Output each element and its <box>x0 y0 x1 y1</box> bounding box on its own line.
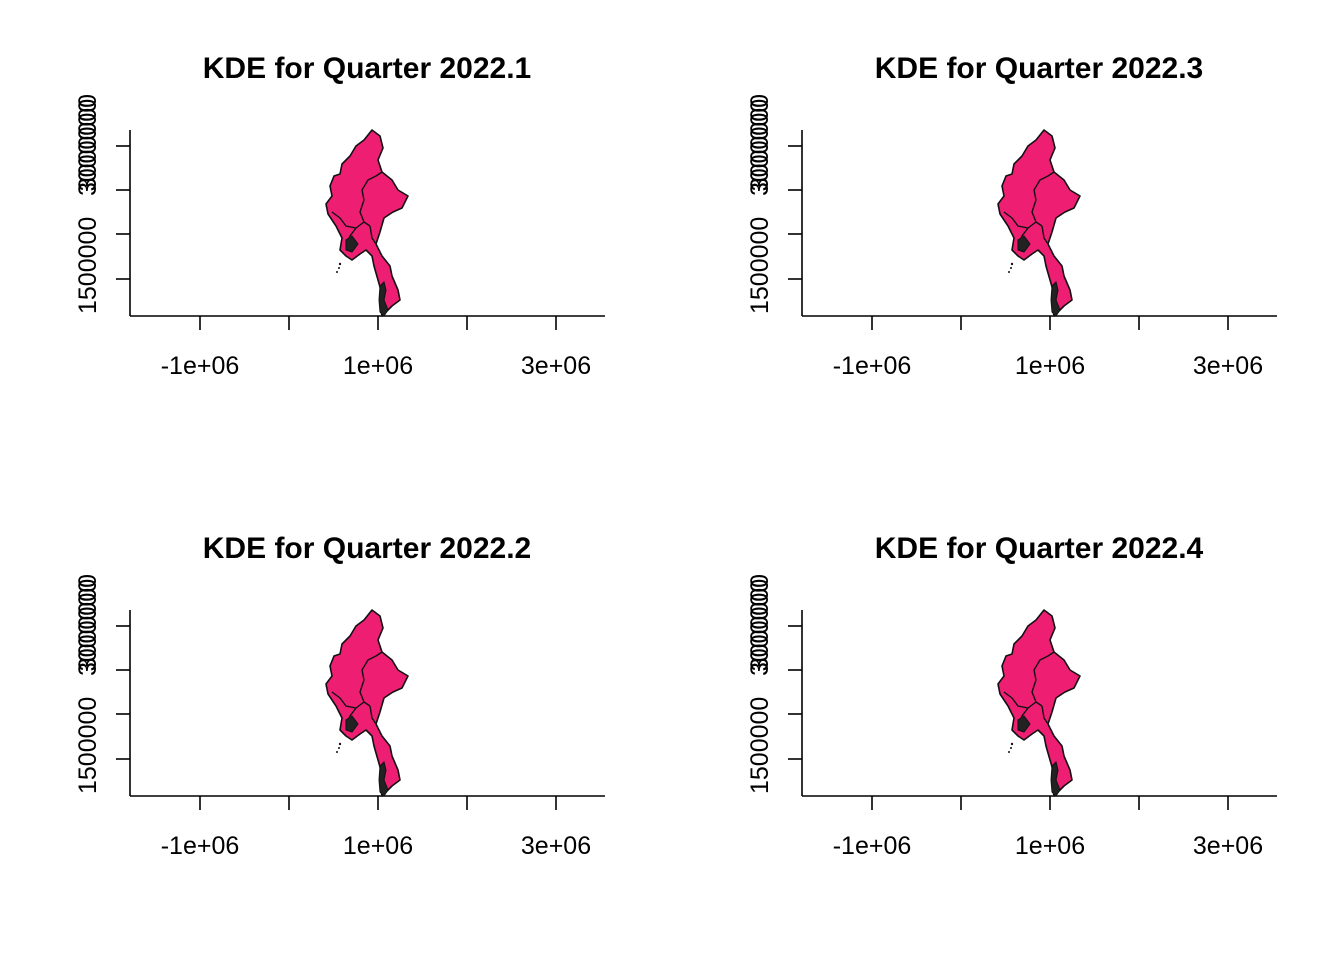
map-islets <box>336 742 342 753</box>
map-region-outline <box>997 609 1081 797</box>
x-tick-label: -1e+06 <box>161 352 240 380</box>
x-tick-label: 3e+06 <box>521 352 591 380</box>
map-region-boundary <box>331 171 383 247</box>
map-island <box>1050 761 1061 797</box>
map-island <box>378 761 389 797</box>
map-coast-detail <box>345 235 359 253</box>
y-tick-label: 3000000 <box>746 99 774 196</box>
panel-q2022-3: KDE for Quarter 2022.3 1500000 3000000 3… <box>672 0 1344 480</box>
map-coast-detail <box>345 715 359 733</box>
map-plot: KDE for Quarter 2022.4 1500000 3000000 3… <box>746 532 1277 860</box>
x-tick-label: -1e+06 <box>161 832 240 860</box>
panel-q2022-2: KDE for Quarter 2022.2 1500000 3000000 3… <box>0 480 672 960</box>
map-region-boundary <box>1003 171 1055 247</box>
x-tick-label: -1e+06 <box>833 352 912 380</box>
y-tick-label: 1500000 <box>74 697 102 794</box>
plot-title: KDE for Quarter 2022.1 <box>203 52 531 85</box>
map-region-boundary <box>331 651 383 727</box>
map-island <box>1050 281 1061 317</box>
x-tick-label: 1e+06 <box>343 352 413 380</box>
map-region-outline <box>997 129 1081 317</box>
y-tick-label: 3000000 <box>746 579 774 676</box>
y-axis: 1500000 3000000 3000000 <box>74 94 131 316</box>
x-axis: -1e+06 1e+06 3e+06 <box>130 795 605 860</box>
y-tick-label: 3000000 <box>746 574 774 671</box>
y-tick-label: 3000000 <box>74 94 102 191</box>
y-tick-label: 1500000 <box>74 217 102 314</box>
map-coast-detail <box>1017 235 1031 253</box>
y-axis: 1500000 3000000 3000000 <box>74 574 131 796</box>
map-region-boundary <box>1003 651 1055 727</box>
map-region-outline <box>325 609 409 797</box>
map-coast-detail <box>1017 715 1031 733</box>
map-islets <box>1008 742 1014 753</box>
x-axis: -1e+06 1e+06 3e+06 <box>130 315 605 380</box>
y-tick-label: 1500000 <box>746 217 774 314</box>
map-plot: KDE for Quarter 2022.2 1500000 3000000 3… <box>74 532 605 860</box>
map-islets <box>1008 262 1014 273</box>
panel-q2022-1: KDE for Quarter 2022.1 1500000 3000000 3… <box>0 0 672 480</box>
map-island <box>378 281 389 317</box>
map-islets <box>336 262 342 273</box>
map-regions <box>325 129 409 317</box>
x-tick-label: 1e+06 <box>1015 832 1085 860</box>
map-regions <box>997 609 1081 797</box>
y-tick-label: 3000000 <box>74 579 102 676</box>
plot-title: KDE for Quarter 2022.2 <box>203 532 531 565</box>
y-axis: 1500000 3000000 3000000 <box>746 94 803 316</box>
plot-title: KDE for Quarter 2022.3 <box>875 52 1203 85</box>
y-tick-label: 3000000 <box>746 94 774 191</box>
x-tick-label: -1e+06 <box>833 832 912 860</box>
x-tick-label: 3e+06 <box>1193 352 1263 380</box>
x-tick-label: 3e+06 <box>521 832 591 860</box>
map-regions <box>997 129 1081 317</box>
y-tick-label: 3000000 <box>74 574 102 671</box>
panel-q2022-4: KDE for Quarter 2022.4 1500000 3000000 3… <box>672 480 1344 960</box>
x-axis: -1e+06 1e+06 3e+06 <box>802 315 1277 380</box>
map-region-outline <box>325 129 409 317</box>
y-axis: 1500000 3000000 3000000 <box>746 574 803 796</box>
x-tick-label: 3e+06 <box>1193 832 1263 860</box>
x-tick-label: 1e+06 <box>343 832 413 860</box>
x-tick-label: 1e+06 <box>1015 352 1085 380</box>
map-plot: KDE for Quarter 2022.1 1500000 3000000 3… <box>74 52 605 380</box>
x-axis: -1e+06 1e+06 3e+06 <box>802 795 1277 860</box>
plot-title: KDE for Quarter 2022.4 <box>875 532 1204 565</box>
map-plot: KDE for Quarter 2022.3 1500000 3000000 3… <box>746 52 1277 380</box>
map-regions <box>325 609 409 797</box>
y-tick-label: 1500000 <box>746 697 774 794</box>
y-tick-label: 3000000 <box>74 99 102 196</box>
